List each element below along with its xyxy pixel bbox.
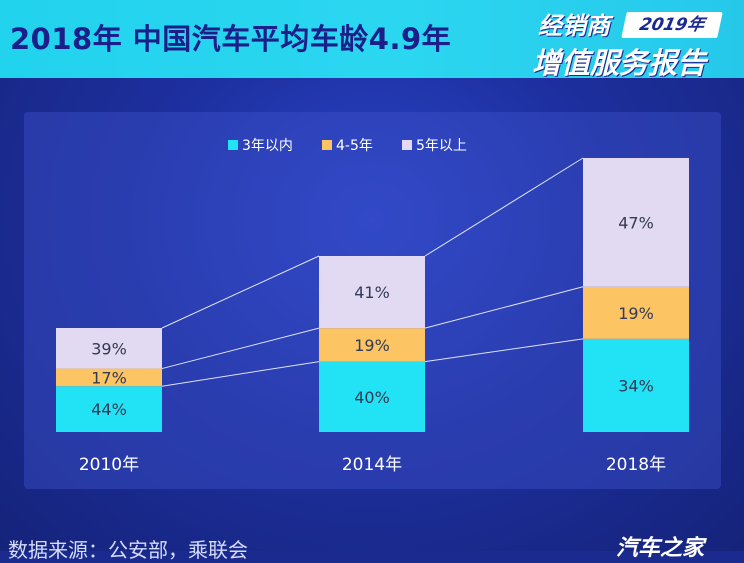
bar-segment — [56, 368, 162, 387]
data-label: 19% — [618, 304, 654, 323]
data-source-text: 数据来源：公安部，乘联会 — [8, 538, 248, 562]
x-tick-label: 2018年 — [606, 455, 666, 475]
data-label: 47% — [618, 213, 654, 232]
data-label: 40% — [354, 388, 390, 407]
bar-segment — [583, 286, 689, 339]
bar-segment — [319, 256, 425, 329]
data-label: 39% — [91, 339, 127, 358]
bar-segment — [56, 386, 162, 432]
brand-logo-text: 汽车之家 — [616, 536, 705, 561]
badge-top-text: 经销商 — [538, 12, 610, 40]
header-bar: 2018年 中国汽车平均车龄4.9年 经销商 2019年 增值服务报告 — [0, 0, 744, 80]
data-label: 17% — [91, 368, 127, 387]
legend-label: 5年以上 — [416, 138, 467, 154]
connector-line — [161, 327, 320, 370]
bar-segment — [583, 158, 689, 287]
bar-segment — [319, 361, 425, 432]
x-tick-label: 2014年 — [342, 455, 402, 475]
report-badge: 经销商 2019年 增值服务报告 — [528, 6, 734, 82]
connector-line — [424, 157, 584, 257]
bar-segment — [583, 338, 689, 432]
legend-swatch — [402, 140, 412, 150]
legend-swatch — [228, 140, 238, 150]
connector-line — [161, 255, 320, 329]
bar-segment — [319, 328, 425, 362]
legend-label: 4-5年 — [336, 138, 373, 154]
legend-swatch — [322, 140, 332, 150]
x-tick-label: 2010年 — [79, 455, 139, 475]
data-label: 19% — [354, 336, 390, 355]
data-label: 34% — [618, 376, 654, 395]
connector-line — [424, 286, 584, 329]
connector-line — [161, 361, 320, 387]
data-label: 44% — [91, 400, 127, 419]
badge-bottom-text: 增值服务报告 — [532, 46, 707, 80]
connector-line — [424, 338, 584, 363]
legend-label: 3年以内 — [242, 138, 293, 154]
bar-segment — [56, 328, 162, 369]
data-label: 41% — [354, 283, 390, 302]
stacked-bar-chart: 44% 17% 39% 2010年 40% 19% 41% 2014年 34% 19% 47% 201… — [56, 138, 689, 475]
page-title: 2018年 中国汽车平均车龄4.9年 — [10, 22, 452, 56]
